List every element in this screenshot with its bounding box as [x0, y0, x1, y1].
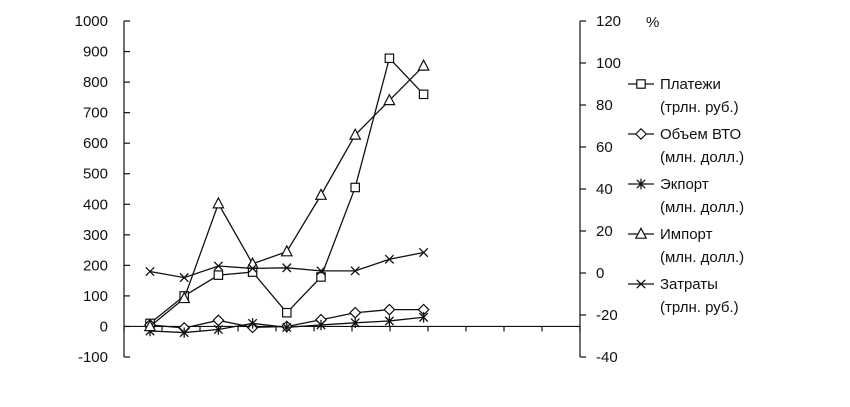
left-tick-label: 1000	[75, 13, 108, 30]
right-tick-label: 100	[596, 55, 621, 72]
legend-swatch-marker	[636, 79, 646, 89]
point-export	[418, 312, 429, 323]
point-import	[417, 58, 430, 71]
left-tick-label: 300	[83, 227, 108, 244]
point-export	[282, 322, 292, 333]
point-import	[178, 291, 191, 304]
point-export	[384, 315, 395, 327]
point-costs	[384, 254, 395, 264]
legend-unit: (трлн. руб.)	[660, 99, 739, 116]
right-tick-label: 20	[596, 223, 613, 240]
x-axis	[123, 325, 581, 332]
legend: Платежи (трлн. руб.) Объем ВТО (млн. долл.)…	[628, 76, 744, 316]
left-tick-label: 200	[83, 257, 108, 274]
legend-label: Платежи	[660, 76, 721, 93]
left-tick-label: -100	[78, 349, 108, 366]
legend-swatch-marker	[634, 227, 648, 239]
point-payments	[282, 307, 292, 318]
legend-label: Импорт	[660, 226, 713, 243]
right-tick-label: 120	[596, 13, 621, 30]
point-export	[179, 327, 189, 338]
legend-unit: (млн. долл.)	[660, 249, 744, 266]
series-costs	[145, 247, 429, 283]
point-export	[213, 324, 224, 335]
point-costs	[247, 263, 258, 274]
right-tick-label: 0	[596, 265, 604, 282]
right-axis-unit-label: %	[646, 14, 659, 31]
point-wto	[212, 314, 225, 327]
point-payments	[316, 272, 326, 282]
legend-label: Экпорт	[660, 176, 709, 193]
point-export	[316, 319, 326, 331]
left-tick-label: 600	[83, 135, 108, 152]
right-tick-label: 80	[596, 97, 613, 114]
legend-swatch-marker	[636, 279, 646, 289]
point-payments	[350, 182, 360, 193]
point-wto	[383, 303, 396, 316]
legend-item-wto: Объем ВТО (млн. долл.)	[628, 126, 744, 166]
legend-label: Объем ВТО	[660, 126, 741, 143]
point-import	[349, 127, 362, 140]
right-tick-label: 60	[596, 139, 613, 156]
left-tick-label: 500	[83, 166, 108, 183]
series-import	[143, 58, 430, 332]
point-import	[212, 196, 225, 209]
left-tick-label: 800	[83, 74, 108, 91]
point-export	[350, 317, 360, 328]
series-export	[145, 312, 429, 338]
legend-unit: (млн. долл.)	[660, 199, 744, 216]
series-line-import	[149, 65, 425, 327]
point-costs	[418, 247, 429, 258]
right-tick-label: -40	[596, 349, 618, 366]
legend-item-import: Импорт (млн. долл.)	[628, 226, 744, 266]
point-payments	[213, 270, 224, 280]
legend-label: Затраты	[660, 276, 718, 293]
legend-item-export: Экпорт (млн. долл.)	[628, 176, 744, 216]
right-tick-label: 40	[596, 181, 613, 198]
point-costs	[350, 266, 360, 276]
point-import	[143, 319, 157, 332]
point-costs	[213, 261, 224, 271]
legend-item-payments: Платежи (трлн. руб.)	[628, 76, 739, 116]
point-costs	[179, 272, 189, 283]
legend-unit: (млн. долл.)	[660, 149, 744, 166]
point-costs	[282, 263, 292, 273]
right-tick-label: -20	[596, 307, 618, 324]
point-wto	[349, 306, 362, 319]
point-export	[247, 318, 258, 329]
left-tick-label: 100	[83, 288, 108, 305]
right-y-axis: 120 100 80 60 40 20 0 -20 -40	[579, 13, 621, 366]
left-tick-label: 400	[83, 196, 108, 213]
series-line-payments	[149, 56, 425, 324]
legend-unit: (трлн. руб.)	[660, 299, 739, 316]
legend-swatch-marker	[634, 127, 648, 141]
point-payments	[384, 53, 395, 64]
series-group	[143, 53, 430, 338]
left-tick-label: 700	[83, 105, 108, 122]
left-tick-label: 0	[100, 318, 108, 335]
point-payments	[418, 89, 429, 100]
legend-swatch-marker	[636, 178, 646, 190]
point-costs	[145, 266, 155, 277]
point-import	[280, 244, 293, 257]
point-import	[314, 188, 328, 200]
point-import	[383, 93, 396, 106]
left-tick-label: 900	[83, 44, 108, 61]
point-costs	[316, 266, 326, 276]
legend-item-costs: Затраты (трлн. руб.)	[628, 276, 739, 316]
